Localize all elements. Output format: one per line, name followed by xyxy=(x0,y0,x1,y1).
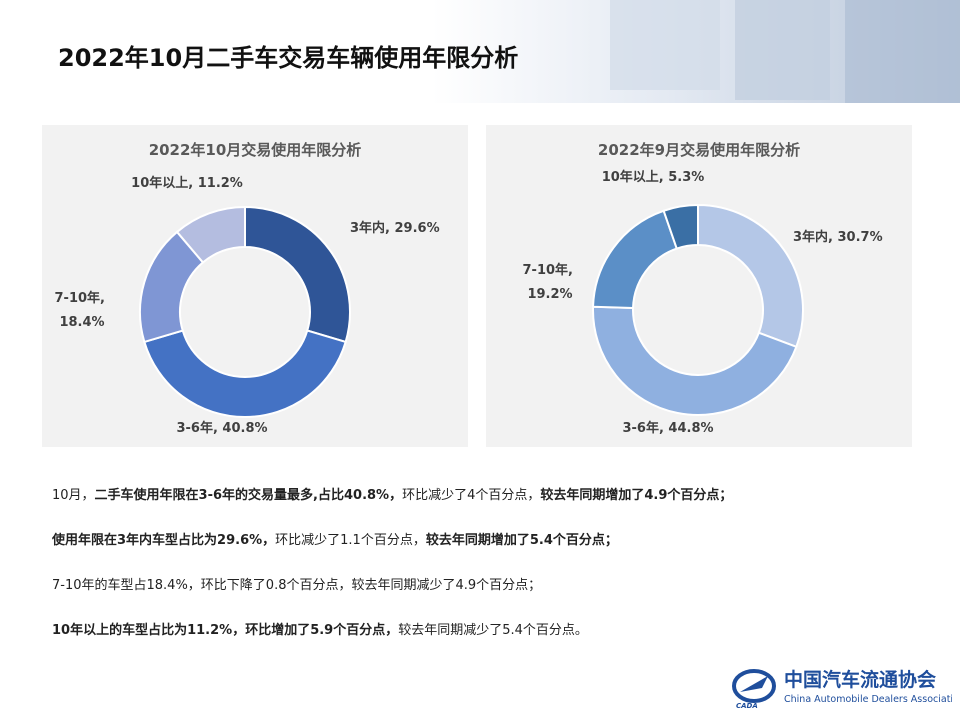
data-label: 3-6年, 40.8% xyxy=(176,420,267,436)
charts: 2022年10月交易使用年限分析 3年内, 29.6% 3-6年, 40.8% 7-1… xyxy=(42,125,912,447)
logo-english: China Automobile Dealers Association xyxy=(784,694,952,705)
data-label: 3年内, 29.6% xyxy=(350,220,440,236)
paragraph: 10月，二手车使用年限在3-6年的交易量最多,占比40.8%，环比减少了4个百分… xyxy=(52,486,732,506)
chart-title: 2022年9月交易使用年限分析 xyxy=(598,141,800,159)
text-run: 环比减少了1.1个百分点， xyxy=(275,533,426,548)
text-run: 使用年限在3年内车型占比为29.6%， xyxy=(52,533,276,548)
summary-text: 10月，二手车使用年限在3-6年的交易量最多,占比40.8%，环比减少了4个百分… xyxy=(52,486,732,666)
text-run: 7-10年的车型占18.4%，环比下降了0.8个百分点，较去年同期减少了4.9个… xyxy=(52,578,542,593)
page-title: 2022年10月二手车交易车辆使用年限分析 xyxy=(58,44,519,72)
data-label-line: 7-10年, xyxy=(523,262,578,278)
data-label: 7-10年, 19.2% xyxy=(523,262,578,302)
data-label: 3年内, 30.7% xyxy=(793,229,883,245)
data-label-line: 19.2% xyxy=(527,287,572,302)
text-run: 10年以上的车型占比为11.2%，环比增加了5.9个百分点， xyxy=(52,623,399,638)
data-label: 7-10年, 18.4% xyxy=(55,290,110,330)
header-decoration xyxy=(610,0,960,103)
donut-slice xyxy=(662,203,699,250)
data-label: 3-6年, 44.8% xyxy=(622,420,713,436)
data-label: 10年以上, 5.3% xyxy=(602,169,705,185)
paragraph: 10年以上的车型占比为11.2%，环比增加了5.9个百分点，较去年同期减少了5.… xyxy=(52,621,732,641)
logo-ring xyxy=(732,669,776,703)
donut-slice xyxy=(175,205,246,264)
donut-slice xyxy=(244,205,351,344)
paragraph: 7-10年的车型占18.4%，环比下降了0.8个百分点，较去年同期减少了4.9个… xyxy=(52,576,732,596)
donut-slice xyxy=(592,305,798,416)
text-run: 10月， xyxy=(52,488,95,503)
text-run: 较去年同期增加了4.9个百分点； xyxy=(540,488,733,503)
donut-slice xyxy=(697,203,804,349)
text-run: 较去年同期减少了5.4个百分点。 xyxy=(398,623,588,638)
logo-swoosh xyxy=(740,676,768,692)
data-label-line: 18.4% xyxy=(59,315,104,330)
text-run: 较去年同期增加了5.4个百分点； xyxy=(425,533,618,548)
paragraph: 使用年限在3年内车型占比为29.6%，环比减少了1.1个百分点，较去年同期增加了… xyxy=(52,531,732,551)
header: 2022年10月二手车交易车辆使用年限分析 xyxy=(0,0,960,103)
text-run: 环比减少了4个百分点， xyxy=(402,488,541,503)
donut-slice xyxy=(143,329,347,418)
chart-title: 2022年10月交易使用年限分析 xyxy=(149,141,362,159)
logo: CADA 中国汽车流通协会 China Automobile Dealers A… xyxy=(732,668,952,710)
logo-name: 中国汽车流通协会 xyxy=(784,668,936,691)
logo-mark: CADA xyxy=(736,702,758,710)
data-label-line: 7-10年, xyxy=(55,290,110,306)
data-label: 10年以上, 11.2% xyxy=(131,175,243,191)
text-run: 二手车使用年限在3-6年的交易量最多,占比40.8%， xyxy=(94,488,403,503)
